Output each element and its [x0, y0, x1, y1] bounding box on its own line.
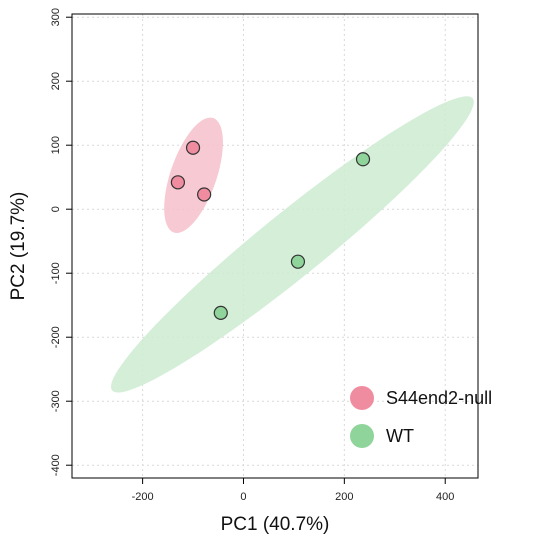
y-axis-label: PC2 (19.7%)	[8, 192, 29, 301]
y-tick-label: 100	[50, 136, 62, 154]
y-tick-label: -400	[50, 454, 62, 476]
y-tick-label: -200	[50, 326, 62, 348]
x-tick-label: 200	[335, 491, 353, 503]
data-point	[355, 152, 371, 167]
confidence-ellipse	[110, 96, 474, 393]
legend: S44end2-null WT	[350, 386, 492, 448]
x-tick-label: -200	[132, 491, 154, 503]
legend-label: S44end2-null	[386, 388, 492, 408]
data-point	[197, 187, 212, 202]
x-axis-ticks: -200 0 200 400	[132, 478, 454, 503]
y-axis-ticks: -400 -300 -200 -100 0 100 200 300	[50, 8, 72, 476]
x-axis-label: PC1 (40.7%)	[221, 514, 330, 535]
y-tick-label: -300	[50, 390, 62, 412]
y-tick-label: 0	[50, 206, 62, 212]
data-point	[170, 175, 186, 190]
y-tick-label: -100	[50, 262, 62, 284]
confidence-ellipse	[164, 117, 223, 233]
x-tick-label: 0	[240, 491, 246, 503]
data-points	[170, 140, 371, 320]
legend-marker	[350, 424, 374, 448]
legend-label: WT	[386, 426, 414, 446]
data-point	[185, 140, 201, 155]
plot-frame	[71, 13, 479, 479]
y-tick-label: 300	[50, 8, 62, 26]
y-tick-label: 200	[50, 72, 62, 90]
legend-marker	[350, 386, 374, 410]
x-tick-label: 400	[436, 491, 454, 503]
data-point	[213, 305, 228, 320]
confidence-ellipses	[110, 96, 474, 393]
data-point	[290, 254, 306, 269]
